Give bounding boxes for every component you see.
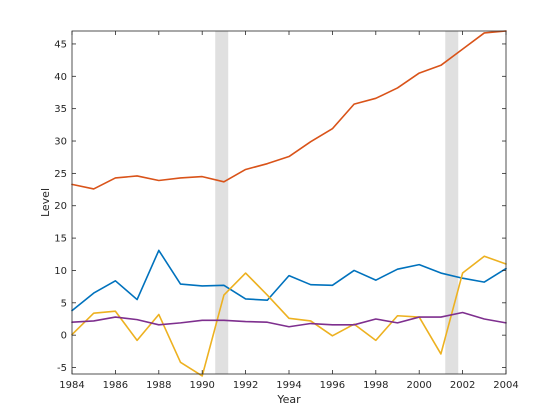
plot-frame [71, 30, 507, 375]
x-tick-label: 1992 [233, 380, 258, 391]
x-tick-label: 1984 [59, 380, 84, 391]
x-tick-label: 1986 [103, 380, 128, 391]
y-tick-label: 20 [54, 201, 67, 212]
series-lines [71, 30, 507, 377]
x-tick-label: 1988 [146, 380, 171, 391]
y-tick-label: 45 [54, 39, 67, 50]
series-line-3 [71, 255, 507, 377]
shaded-region-2 [445, 31, 459, 374]
y-tick-label: 40 [54, 72, 67, 83]
y-tick-label: 30 [54, 137, 67, 148]
y-tick-label: 0 [61, 331, 67, 342]
x-tick-label: 1998 [363, 380, 388, 391]
x-tick-label: 1990 [189, 380, 214, 391]
y-tick-label: 35 [54, 104, 67, 115]
series-line-1 [71, 249, 507, 312]
series-line-2 [71, 30, 507, 190]
shaded-region-1 [215, 31, 229, 374]
x-axis-label: Year [276, 393, 301, 406]
y-tick-label: 5 [61, 298, 67, 309]
y-tick-label: 10 [54, 266, 67, 277]
y-axis-ticks: -5 0 5 10 15 20 25 30 35 40 45 [54, 39, 506, 374]
y-tick-label: 15 [54, 234, 67, 245]
y-tick-label: -5 [57, 363, 67, 374]
x-tick-label: 1994 [276, 380, 301, 391]
axes [71, 30, 507, 375]
x-tick-label: 2002 [450, 380, 475, 391]
y-axis-label: Level [39, 188, 52, 217]
series-line-4 [71, 311, 507, 328]
x-tick-label: 2000 [406, 380, 431, 391]
x-axis-ticks: 1984 1986 1988 1990 1992 1994 1996 1998 2000 2002… [59, 31, 519, 391]
x-tick-label: 2004 [493, 380, 518, 391]
x-tick-label: 1996 [320, 380, 345, 391]
shaded-regions [215, 31, 459, 374]
y-tick-label: 25 [54, 169, 67, 180]
